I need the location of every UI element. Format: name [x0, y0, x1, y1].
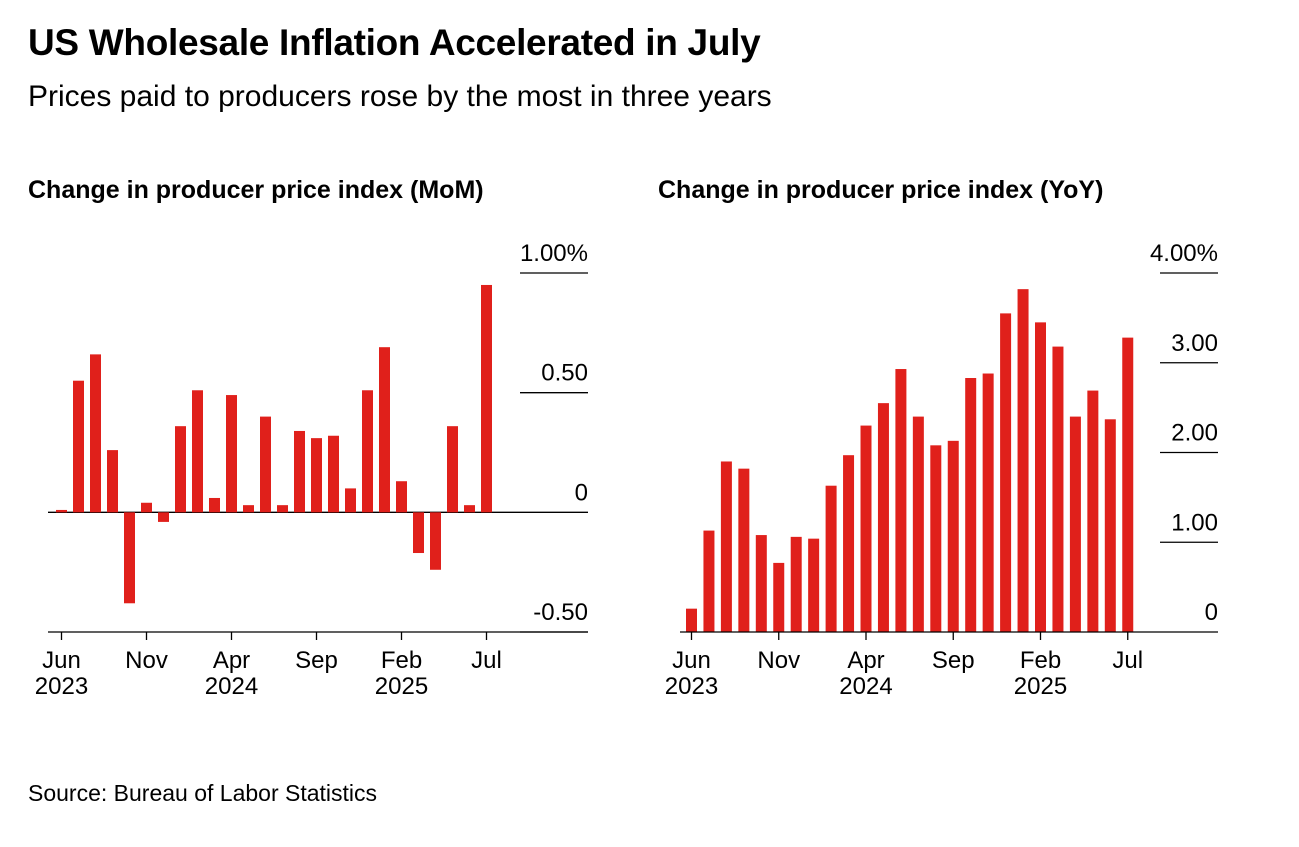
x-tick-label: Nov	[757, 647, 800, 674]
bar	[345, 488, 356, 513]
y-tick-label: 1.00%	[520, 240, 588, 267]
chart-title: US Wholesale Inflation Accelerated in Ju…	[28, 22, 761, 63]
bar	[1000, 313, 1012, 632]
x-tick-label: Apr	[847, 647, 884, 674]
bar	[1035, 322, 1046, 632]
bar	[379, 347, 390, 513]
bar	[430, 512, 441, 570]
y-tick-label: 0.50	[541, 360, 588, 387]
bar	[277, 505, 288, 513]
y-tick-label: 3.00	[1171, 330, 1218, 357]
bar	[982, 373, 994, 632]
x-tick-year-label: 2024	[205, 673, 258, 700]
bar	[825, 485, 837, 632]
bar	[860, 425, 872, 632]
bar	[843, 455, 855, 632]
bar	[226, 395, 237, 513]
y-tick-label: 1.00	[1171, 509, 1218, 536]
x-tick-year-label: 2025	[1014, 673, 1067, 700]
bar	[1087, 390, 1099, 632]
bar	[947, 440, 959, 632]
y-tick-label: 4.00%	[1150, 240, 1218, 267]
x-tick-label: Sep	[295, 647, 338, 674]
bar	[192, 390, 203, 513]
x-tick-label: Jul	[1112, 647, 1143, 674]
bar	[1052, 346, 1064, 632]
x-tick-label: Apr	[213, 647, 250, 674]
bar	[720, 461, 732, 632]
x-tick-label: Feb	[381, 647, 422, 674]
bar	[73, 380, 84, 513]
x-tick-label: Nov	[125, 647, 168, 674]
bar	[755, 535, 767, 632]
bar	[56, 509, 67, 513]
bar	[396, 481, 407, 513]
bar	[930, 445, 942, 632]
x-tick-year-label: 2023	[665, 673, 718, 700]
bar	[294, 430, 305, 513]
yoy-panel-title: Change in producer price index (YoY)	[658, 176, 1104, 204]
x-tick-label: Feb	[1020, 647, 1061, 674]
bar	[790, 536, 802, 632]
bar	[464, 505, 475, 513]
bar	[686, 608, 697, 632]
bar	[362, 390, 373, 513]
y-tick-label: 2.00	[1171, 420, 1218, 447]
bar	[1069, 416, 1081, 632]
bar	[1104, 419, 1116, 632]
chart-subtitle: Prices paid to producers rose by the mos…	[28, 80, 772, 113]
bar	[158, 512, 169, 522]
y-tick-label: 0	[575, 479, 588, 506]
bar	[1122, 337, 1134, 632]
bar	[260, 416, 271, 513]
bar	[175, 426, 186, 513]
x-tick-label: Jun	[672, 647, 711, 674]
bar	[808, 538, 820, 632]
bar	[413, 512, 424, 554]
bar	[90, 354, 101, 513]
x-tick-year-label: 2025	[375, 673, 428, 700]
bar	[209, 497, 220, 513]
bar	[1017, 289, 1029, 632]
bar	[965, 378, 977, 632]
bar	[877, 403, 889, 632]
source-note: Source: Bureau of Labor Statistics	[28, 780, 378, 806]
x-tick-label: Jun	[42, 647, 81, 674]
bar	[447, 426, 458, 513]
x-tick-label: Jul	[471, 647, 502, 674]
bar	[311, 438, 322, 513]
bar	[481, 284, 492, 513]
bar	[328, 435, 339, 513]
bar	[738, 468, 750, 632]
x-tick-year-label: 2024	[839, 673, 892, 700]
y-tick-label: -0.50	[533, 599, 588, 626]
mom-panel-title: Change in producer price index (MoM)	[28, 176, 484, 204]
y-tick-label: 0	[1205, 599, 1218, 626]
x-tick-year-label: 2023	[35, 673, 88, 700]
bar	[895, 369, 907, 632]
bar	[141, 502, 152, 513]
x-tick-label: Sep	[932, 647, 975, 674]
bar	[243, 505, 254, 513]
bar	[912, 416, 924, 632]
bar	[703, 530, 715, 632]
bar	[124, 512, 135, 604]
bar	[107, 450, 118, 513]
bar	[773, 562, 785, 632]
